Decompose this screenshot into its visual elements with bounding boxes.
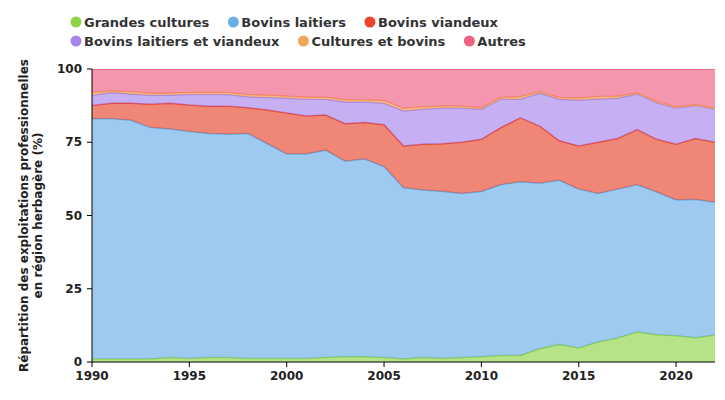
legend-label: Autres — [477, 34, 526, 49]
x-tick-label: 2010 — [465, 369, 498, 383]
x-tick — [676, 362, 677, 367]
y-tick — [87, 69, 92, 70]
x-tick-label: 2015 — [562, 369, 595, 383]
x-tick — [384, 362, 385, 367]
chart: 0 25 50 75 100 1990 1995 2000 2005 2010 2015 2020 Ré… — [0, 0, 725, 400]
legend-label: Grandes cultures — [84, 15, 210, 30]
legend-label: Cultures et bovins — [311, 34, 445, 49]
legend-marker — [71, 17, 82, 28]
y-tick — [87, 142, 92, 143]
y-tick-label: 0 — [74, 355, 82, 369]
legend-marker — [228, 17, 239, 28]
legend-label: Bovins laitiers et viandeux — [84, 34, 280, 49]
y-tick-label: 25 — [65, 282, 82, 296]
legend-marker — [364, 17, 375, 28]
legend-item: Bovins laitiers — [228, 15, 346, 30]
x-tick-label: 1990 — [75, 369, 108, 383]
y-axis-title-line: en région herbagère (%) — [31, 133, 45, 299]
x-axis — [92, 362, 715, 363]
y-tick-label: 50 — [65, 209, 82, 223]
y-tick-label: 75 — [65, 135, 82, 149]
x-tick — [481, 362, 482, 367]
x-tick-label: 2005 — [367, 369, 400, 383]
y-axis-title-line: Répartition des exploitations profession… — [17, 59, 31, 372]
x-tick — [286, 362, 287, 367]
x-tick — [578, 362, 579, 367]
x-tick — [92, 362, 93, 367]
legend-item: Autres — [464, 34, 526, 49]
x-tick-label: 1995 — [173, 369, 206, 383]
plot-area — [92, 69, 715, 362]
legend-label: Bovins viandeux — [378, 15, 499, 30]
y-tick — [87, 288, 92, 289]
x-tick — [189, 362, 190, 367]
x-tick-label: 2000 — [270, 369, 303, 383]
legend-marker — [298, 36, 309, 47]
legend-item: Bovins viandeux — [364, 15, 498, 30]
area — [92, 69, 715, 109]
x-tick-label: 2020 — [659, 369, 692, 383]
area-edge — [92, 69, 715, 70]
legend-item: Cultures et bovins — [298, 34, 446, 49]
legend-item: Bovins laitiers et viandeux — [71, 34, 281, 49]
y-tick — [87, 362, 92, 363]
y-axis-title: Répartition des exploitations profession… — [17, 59, 45, 372]
legend-marker — [464, 36, 475, 47]
legend-item: Grandes cultures — [71, 15, 210, 30]
legend-label: Bovins laitiers — [241, 15, 346, 30]
y-tick-label: 100 — [57, 62, 82, 76]
legend-marker — [71, 36, 82, 47]
y-tick — [87, 215, 92, 216]
